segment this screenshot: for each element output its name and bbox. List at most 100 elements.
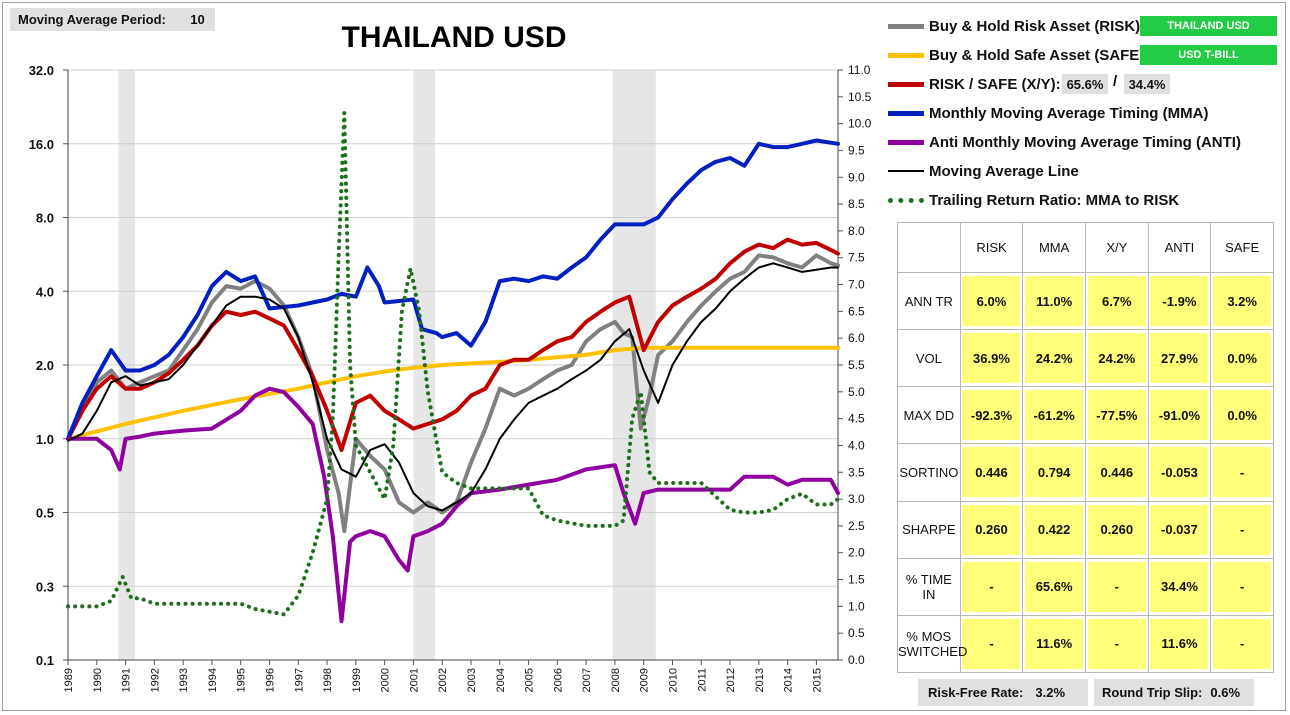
series-lines bbox=[66, 110, 840, 624]
rf-label: Risk-Free Rate: bbox=[928, 685, 1024, 700]
x-tick-label: 2007 bbox=[581, 668, 593, 692]
stats-cell-value: 11.0% bbox=[1025, 276, 1084, 327]
stats-cell-value: 0.260 bbox=[962, 504, 1021, 555]
stats-cell-value: -61.2% bbox=[1025, 390, 1084, 441]
stats-row: % MOS SWITCHED -11.6% -11.6% - bbox=[897, 614, 1274, 674]
x-axis-ticks: 1989 1990 1991 1992 1993 1994 1995 1996 1997 1998… bbox=[63, 660, 823, 692]
series-line-3 bbox=[66, 138, 840, 441]
x-tick-label: 2013 bbox=[754, 668, 766, 692]
col-header: ANTI bbox=[1147, 222, 1212, 273]
x-tick-label: 1995 bbox=[236, 668, 248, 692]
stats-cell: 0.446 bbox=[959, 443, 1024, 502]
x-tick-label: 2010 bbox=[667, 668, 679, 692]
stats-cell: -61.2% bbox=[1022, 386, 1086, 445]
stats-cell-value: 0.422 bbox=[1025, 504, 1084, 555]
legend-anti: Anti Monthly Moving Average Timing (ANTI… bbox=[888, 130, 1241, 154]
x-tick-label: 2001 bbox=[408, 668, 420, 692]
period-label: Moving Average Period: bbox=[18, 12, 166, 27]
right-tick-label: 10.5 bbox=[848, 90, 872, 104]
right-tick-label: 4.5 bbox=[848, 412, 865, 426]
right-tick-label: 1.5 bbox=[848, 573, 865, 587]
x-tick-label: 2012 bbox=[725, 668, 737, 692]
series-line-5 bbox=[67, 262, 839, 512]
legend-label-risk: Buy & Hold Risk Asset (RISK): bbox=[929, 17, 1146, 35]
stats-cell: 6.7% bbox=[1084, 271, 1149, 331]
right-tick-label: 1.0 bbox=[848, 599, 865, 613]
legend-label-mma: Monthly Moving Average Timing (MMA) bbox=[929, 104, 1209, 122]
stats-row: SHARPE 0.260 0.422 0.260 -0.037- bbox=[897, 500, 1274, 559]
safe-asset-tag: USD T-BILL bbox=[1140, 45, 1277, 65]
col-header: X/Y bbox=[1084, 222, 1149, 273]
stats-cell-value: -1.9% bbox=[1150, 276, 1209, 327]
stats-cell-value: - bbox=[1213, 447, 1272, 498]
stats-row-label: MAX DD bbox=[897, 386, 961, 445]
x-tick-label: 2008 bbox=[610, 668, 622, 692]
series-line-4 bbox=[66, 386, 840, 624]
stats-row-label: % MOS SWITCHED bbox=[897, 614, 967, 674]
right-tick-label: 9.5 bbox=[848, 143, 865, 157]
stats-cell: -92.3% bbox=[959, 386, 1024, 445]
legend-swatch-anti bbox=[888, 139, 924, 145]
stats-cell-value: - bbox=[1213, 504, 1272, 555]
stats-cell: 11.6% bbox=[1022, 614, 1086, 674]
stats-cell: - bbox=[1084, 614, 1149, 674]
stats-cell-value: -91.0% bbox=[1150, 390, 1209, 441]
left-tick-label: 8.0 bbox=[36, 211, 54, 226]
right-tick-label: 10.0 bbox=[848, 117, 872, 131]
series-line-0 bbox=[66, 253, 840, 534]
x-tick-label: 2000 bbox=[380, 668, 392, 692]
stats-cell-value: -0.037 bbox=[1150, 504, 1209, 555]
stats-cell-value: 6.7% bbox=[1087, 276, 1146, 327]
right-tick-label: 2.0 bbox=[848, 546, 865, 560]
x-tick-label: 1997 bbox=[293, 668, 305, 692]
legend-swatch-mma bbox=[888, 110, 924, 116]
stats-cell: 0.0% bbox=[1210, 386, 1274, 445]
left-tick-label: 1.0 bbox=[36, 432, 54, 447]
x-tick-label: 1989 bbox=[63, 668, 75, 692]
stats-cell: -77.5% bbox=[1084, 386, 1149, 445]
stats-cell: - bbox=[1210, 557, 1274, 616]
stats-cell-value: 11.6% bbox=[1025, 618, 1084, 669]
stats-row: SORTINO 0.446 0.794 0.446 -0.053- bbox=[897, 443, 1274, 502]
stats-cell: -0.053 bbox=[1147, 443, 1212, 502]
stats-cell-value: - bbox=[1087, 618, 1146, 669]
stats-cell-value: 6.0% bbox=[962, 276, 1021, 327]
stats-cell: - bbox=[1084, 557, 1149, 616]
right-tick-label: 3.0 bbox=[848, 492, 865, 506]
stats-cell-value: 0.446 bbox=[962, 447, 1021, 498]
right-tick-label: 8.5 bbox=[848, 197, 865, 211]
stats-cell-value: 34.4% bbox=[1150, 561, 1209, 612]
slip-label: Round Trip Slip: bbox=[1102, 685, 1203, 700]
stats-cell: 34.4% bbox=[1147, 557, 1212, 616]
stats-cell-value: 0.260 bbox=[1087, 504, 1146, 555]
stats-cell: 0.260 bbox=[959, 500, 1024, 559]
legend-risk: Buy & Hold Risk Asset (RISK): bbox=[888, 14, 1145, 38]
stats-cell: 0.0% bbox=[1210, 329, 1274, 388]
legend-label-ma-line: Moving Average Line bbox=[929, 162, 1079, 180]
col-header: RISK bbox=[959, 222, 1024, 273]
stats-cell-value: -77.5% bbox=[1087, 390, 1146, 441]
stats-cell: 65.6% bbox=[1022, 557, 1086, 616]
col-header: MMA bbox=[1022, 222, 1086, 273]
left-tick-label: 4.0 bbox=[36, 284, 54, 299]
stats-corner bbox=[897, 222, 961, 273]
right-tick-label: 2.5 bbox=[848, 519, 865, 533]
slip-value: 0.6% bbox=[1210, 685, 1241, 700]
left-tick-label: 16.0 bbox=[29, 137, 54, 152]
x-tick-label: 2009 bbox=[639, 668, 651, 692]
stats-cell-value: 3.2% bbox=[1213, 276, 1272, 327]
stats-cell-value: 0.446 bbox=[1087, 447, 1146, 498]
right-tick-label: 6.5 bbox=[848, 304, 865, 318]
stats-row: % TIME IN -65.6% -34.4% - bbox=[897, 557, 1274, 616]
legend-swatch-ratio bbox=[888, 197, 924, 203]
stats-cell-value: 0.0% bbox=[1213, 390, 1272, 441]
stats-cell-value: - bbox=[1213, 618, 1272, 669]
x-tick-label: 2005 bbox=[524, 668, 536, 692]
stats-cell: 0.446 bbox=[1084, 443, 1149, 502]
stats-cell: 0.422 bbox=[1022, 500, 1086, 559]
x-tick-label: 1993 bbox=[178, 668, 190, 692]
stats-cell-value: 24.2% bbox=[1025, 333, 1084, 384]
legend-swatch-ma-line bbox=[888, 170, 924, 172]
x-tick-label: 2002 bbox=[437, 668, 449, 692]
stats-cell-value: -0.053 bbox=[1150, 447, 1209, 498]
